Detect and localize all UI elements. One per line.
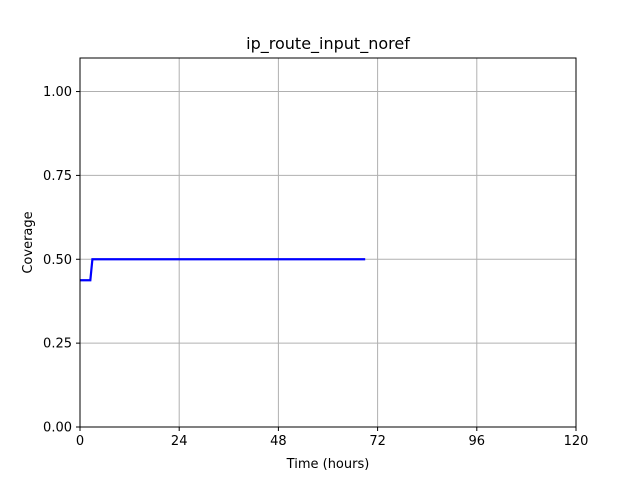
x-tick-label: 120	[564, 434, 589, 449]
coverage-series-line	[80, 258, 366, 282]
y-tick-label: 1.00	[43, 85, 72, 100]
plot-frame	[79, 57, 577, 428]
x-tick-label: 48	[270, 434, 287, 449]
y-tick-label: 0.25	[43, 337, 72, 352]
series-layer	[80, 258, 366, 282]
y-tick-label: 0.50	[43, 253, 72, 268]
y-tick-label: 0.75	[43, 169, 72, 184]
y-tick-label: 0.00	[43, 421, 72, 436]
x-tick-label: 96	[469, 434, 486, 449]
x-tick-label: 24	[171, 434, 188, 449]
x-tick-label: 0	[76, 434, 84, 449]
ticks: 0 24 48 72 96 120 0.00 0.25 0.50 0.75 1.00	[43, 85, 588, 449]
chart-title: ip_route_input_noref	[246, 34, 410, 54]
y-axis-label: Coverage	[21, 211, 36, 273]
x-tick-label: 72	[369, 434, 386, 449]
x-axis-label: Time (hours)	[286, 457, 370, 472]
